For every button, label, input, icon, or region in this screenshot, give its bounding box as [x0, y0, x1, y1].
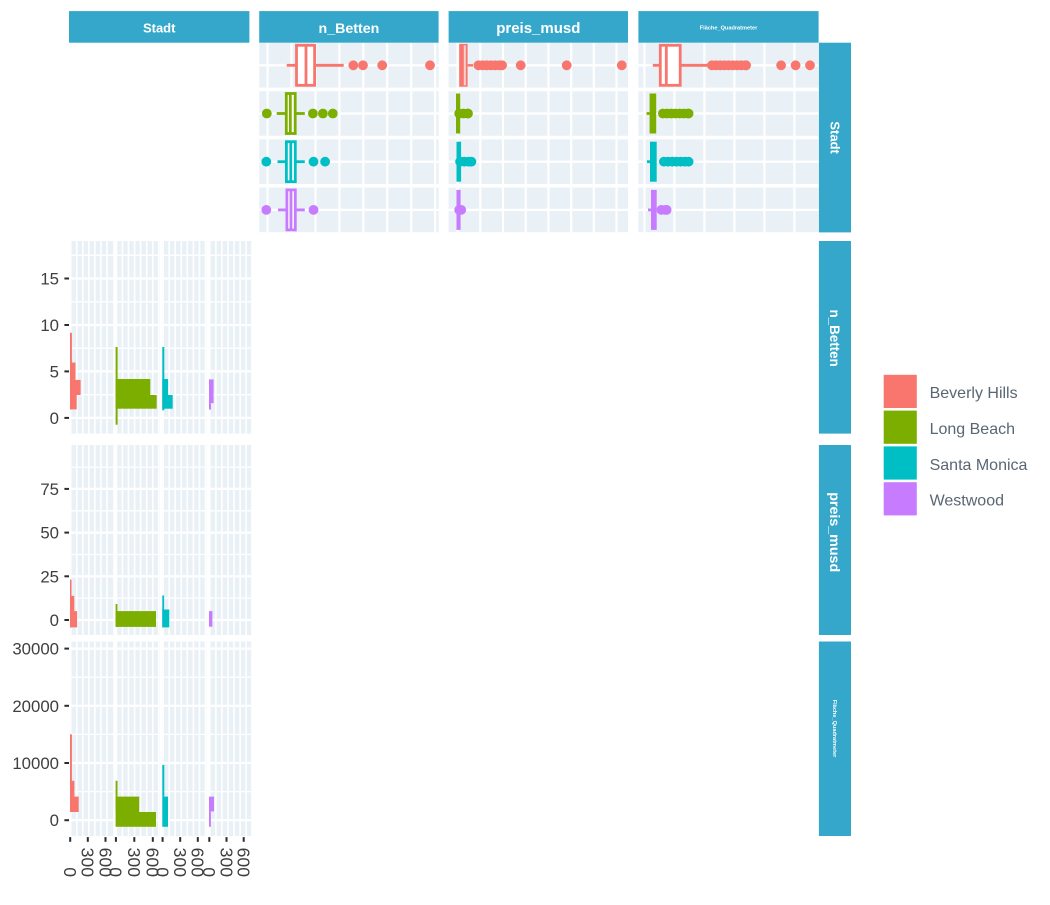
svg-text:300: 300 [216, 848, 236, 878]
svg-text:Westwood: Westwood [930, 493, 1004, 510]
svg-text:600: 600 [188, 848, 208, 878]
svg-text:0: 0 [50, 611, 59, 630]
svg-text:20000: 20000 [12, 697, 59, 716]
svg-text:25: 25 [40, 567, 59, 586]
svg-text:Santa Monica: Santa Monica [930, 457, 1028, 474]
svg-text:50: 50 [40, 524, 59, 543]
svg-text:15: 15 [40, 270, 59, 289]
svg-text:n_Betten: n_Betten [319, 21, 380, 37]
svg-text:Fläche_Quadratmeter: Fläche_Quadratmeter [700, 25, 758, 31]
svg-text:Stadt: Stadt [827, 121, 842, 154]
svg-text:Beverly Hills: Beverly Hills [930, 385, 1018, 402]
svg-text:n_Betten: n_Betten [827, 309, 842, 366]
svg-text:600: 600 [143, 848, 163, 878]
svg-text:0: 0 [60, 867, 80, 877]
svg-text:10000: 10000 [12, 754, 59, 773]
svg-text:5: 5 [50, 362, 59, 381]
svg-text:300: 300 [78, 848, 98, 878]
svg-text:0: 0 [199, 867, 219, 877]
svg-text:600: 600 [234, 848, 254, 878]
svg-text:600: 600 [95, 848, 115, 878]
svg-text:preis_musd: preis_musd [826, 492, 842, 572]
svg-text:Fläche_Quadratmeter: Fläche_Quadratmeter [831, 700, 837, 758]
svg-text:300: 300 [124, 848, 144, 878]
svg-text:Stadt: Stadt [143, 20, 176, 35]
svg-text:0: 0 [106, 867, 126, 877]
svg-text:Long Beach: Long Beach [930, 421, 1015, 438]
svg-text:0: 0 [50, 409, 59, 428]
svg-text:10: 10 [40, 316, 59, 335]
svg-text:preis_musd: preis_musd [496, 20, 580, 37]
svg-text:0: 0 [152, 867, 172, 877]
svg-text:30000: 30000 [12, 640, 59, 659]
svg-text:0: 0 [50, 811, 59, 830]
svg-text:75: 75 [40, 480, 59, 499]
svg-text:300: 300 [170, 848, 190, 878]
